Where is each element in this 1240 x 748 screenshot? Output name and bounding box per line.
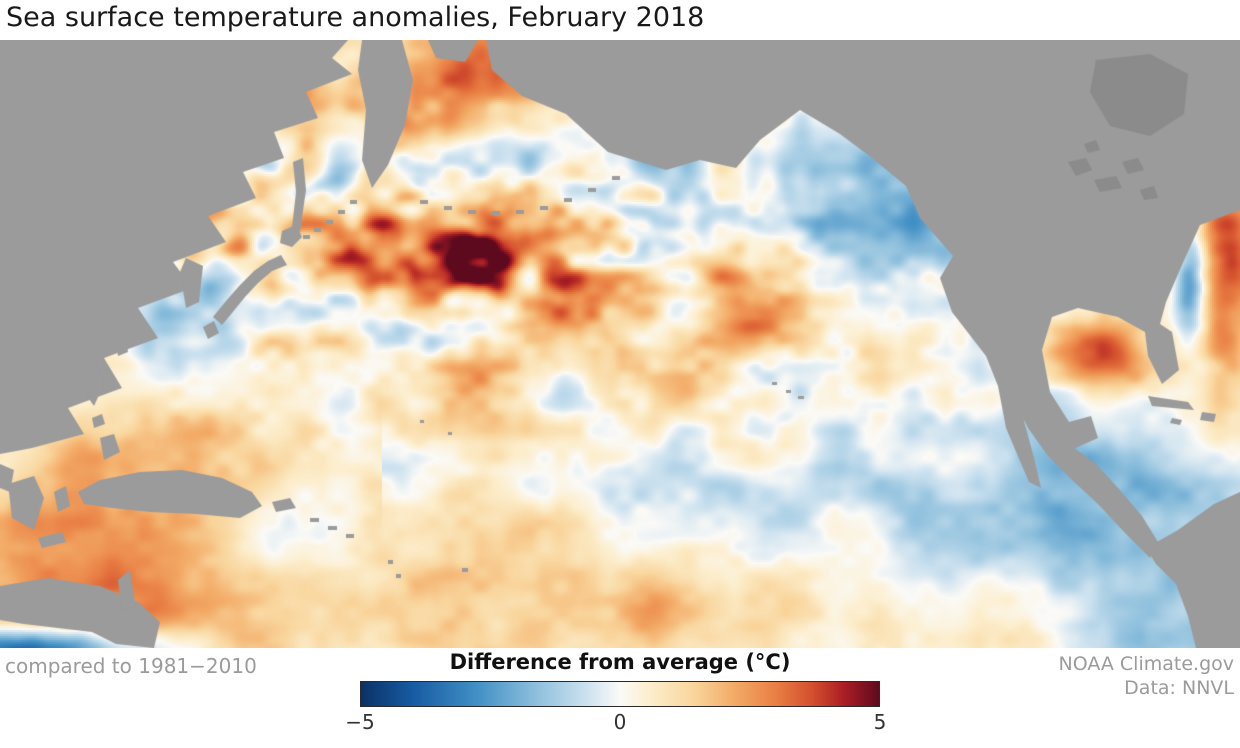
legend-title: Difference from average (°C)	[449, 650, 791, 674]
sst-anomaly-map	[0, 40, 1240, 648]
tick-min: −5	[345, 710, 375, 734]
page-title: Sea surface temperature anomalies, Febru…	[6, 2, 705, 33]
tick-max: 5	[873, 710, 887, 734]
colorbar-ticks: −5 0 5	[330, 710, 910, 738]
attribution: NOAA Climate.gov Data: NNVL	[1059, 652, 1234, 700]
baseline-note: compared to 1981−2010	[5, 654, 257, 678]
legend: Difference from average (°C) −5 0 5	[330, 650, 910, 738]
colorbar-gradient	[360, 681, 880, 707]
tick-mid: 0	[613, 710, 627, 734]
attribution-data: Data: NNVL	[1124, 677, 1234, 699]
footer: compared to 1981−2010 Difference from av…	[0, 648, 1240, 748]
attribution-source: NOAA Climate.gov	[1058, 653, 1234, 675]
title-bar: Sea surface temperature anomalies, Febru…	[0, 0, 1240, 40]
